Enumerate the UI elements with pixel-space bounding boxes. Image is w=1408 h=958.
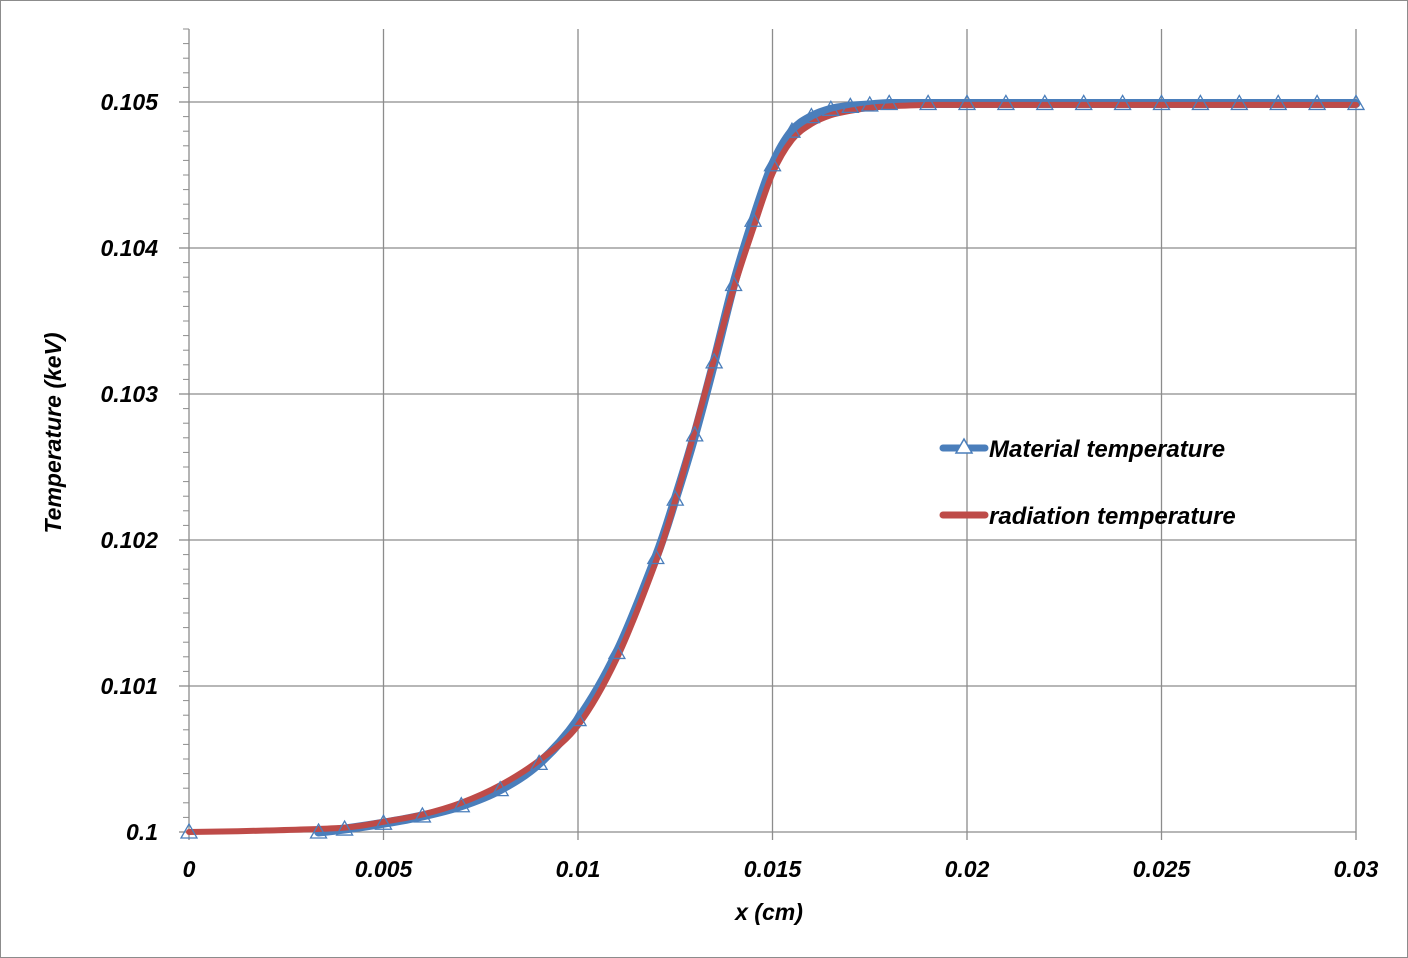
legend-label-material: Material temperature (989, 436, 1225, 463)
legend-swatch-material-triangle-icon (954, 437, 974, 454)
material-temperature-point (1191, 94, 1210, 111)
plot-area (179, 94, 1366, 839)
material-temperature-point (374, 813, 393, 830)
y-tick-label: 0.101 (100, 673, 158, 699)
x-tick-label: 0 (183, 856, 196, 882)
material-temperature-point (607, 643, 627, 660)
material-temperature-point (413, 806, 432, 823)
y-axis-title: Temperature (keV) (40, 332, 66, 533)
axes (179, 28, 1357, 840)
material-temperature-point (568, 710, 588, 727)
legend-label-radiation: radiation temperature (989, 503, 1236, 530)
material-temperature-point (1307, 94, 1327, 111)
material-temperature-point (821, 99, 840, 116)
legend-item-radiation: radiation temperature (939, 503, 1236, 530)
y-tick-label: 0.1 (126, 819, 158, 845)
material-temperature-point (1269, 94, 1288, 111)
material-temperature-point (335, 819, 354, 836)
material-temperature-point (179, 822, 199, 839)
y-tick-label: 0.102 (100, 527, 158, 553)
material-temperature-point (957, 94, 977, 111)
x-tick-label: 0.015 (744, 856, 803, 882)
x-tick-label: 0.025 (1133, 856, 1192, 882)
x-axis-title: x (cm) (733, 899, 803, 925)
material-temperature-point (1113, 94, 1132, 111)
material-temperature-point (491, 780, 510, 797)
material-temperature-point (860, 95, 879, 112)
material-temperature-point (782, 121, 802, 138)
y-tick-label: 0.103 (100, 381, 158, 407)
material-temperature-point (763, 155, 782, 172)
y-tick-label: 0.104 (100, 235, 158, 261)
x-tick-label: 0.02 (945, 856, 990, 882)
material-temperature-point (996, 94, 1016, 111)
material-temperature-point (1035, 94, 1054, 111)
material-temperature-point (724, 275, 743, 292)
material-temperature-point (802, 107, 821, 124)
material-temperature-point (646, 548, 665, 565)
material-temperature-point (743, 210, 763, 227)
material-temperature-point (1230, 94, 1249, 111)
radiation-temperature-line (186, 101, 1359, 835)
material-temperature-point (666, 489, 685, 506)
material-temperature-point (1074, 94, 1093, 111)
y-tick-label: 0.105 (100, 89, 159, 115)
material-temperature-point (880, 94, 899, 111)
material-temperature-point (1346, 94, 1366, 111)
x-tick-label: 0.005 (355, 856, 414, 882)
material-temperature-line (314, 98, 1361, 837)
material-temperature-point (1152, 94, 1171, 111)
legend-item-material: Material temperature (939, 436, 1225, 463)
material-temperature-point (705, 352, 724, 369)
material-temperature-point (452, 796, 471, 813)
material-temperature-point (918, 94, 938, 111)
tick-labels: 0 0.005 0.01 0.015 0.02 0.025 0.03 0.1 0.101 0.10… (100, 89, 1378, 882)
material-temperature-point (685, 425, 704, 442)
x-tick-label: 0.01 (556, 856, 601, 882)
material-temperature-point (529, 754, 549, 771)
grid (189, 29, 1357, 832)
material-temperature-point (841, 97, 860, 114)
legend: Material temperature radiation temperatu… (939, 436, 1236, 530)
x-tick-label: 0.03 (1334, 856, 1379, 882)
material-temperature-point (309, 822, 328, 839)
